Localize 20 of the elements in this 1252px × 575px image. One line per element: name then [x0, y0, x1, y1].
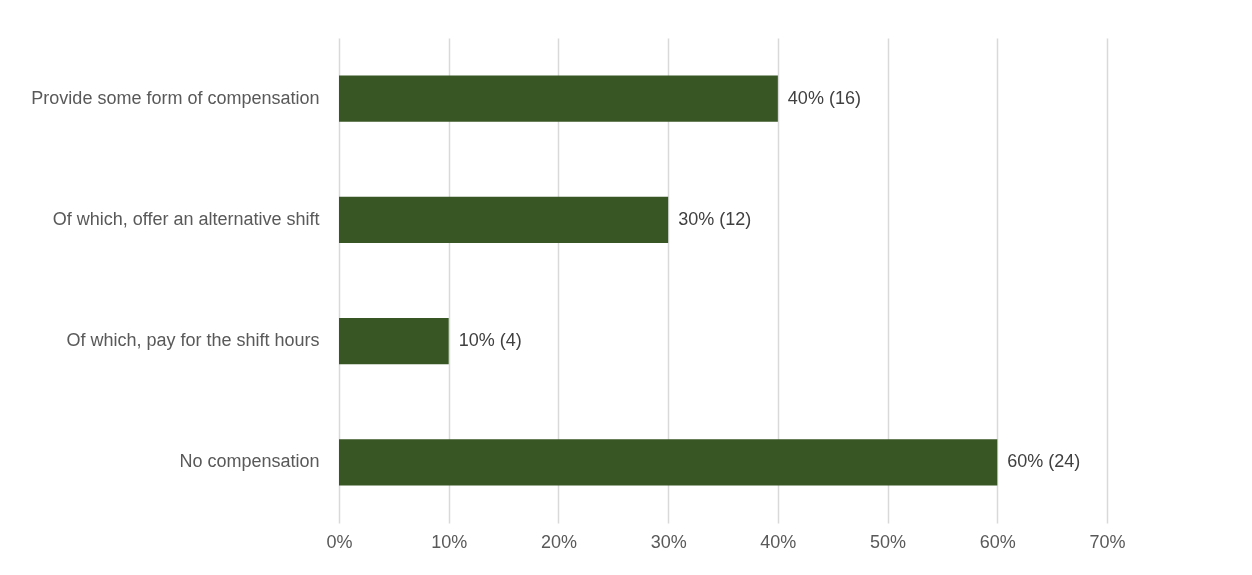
data-label: 30% (12) — [678, 208, 752, 229]
x-tick-label: 70% — [1089, 531, 1126, 552]
y-tick-label: Of which, pay for the shift hours — [66, 330, 320, 351]
x-tick-label: 0% — [326, 531, 353, 552]
y-tick-label: Provide some form of compensation — [31, 87, 320, 108]
data-label: 10% (4) — [458, 330, 522, 351]
x-tick-label: 60% — [979, 531, 1016, 552]
x-tick-label: 10% — [431, 531, 468, 552]
x-tick-label: 20% — [540, 531, 577, 552]
bar — [339, 196, 669, 243]
bar — [339, 439, 998, 486]
x-tick-label: 40% — [760, 531, 797, 552]
data-label: 60% (24) — [1007, 451, 1081, 472]
y-tick-label: Of which, offer an alternative shift — [52, 208, 320, 229]
x-tick-label: 50% — [870, 531, 907, 552]
bar — [339, 75, 778, 122]
data-label: 40% (16) — [787, 87, 861, 108]
y-tick-label: No compensation — [179, 451, 320, 472]
x-tick-label: 30% — [650, 531, 687, 552]
bar — [339, 318, 449, 365]
